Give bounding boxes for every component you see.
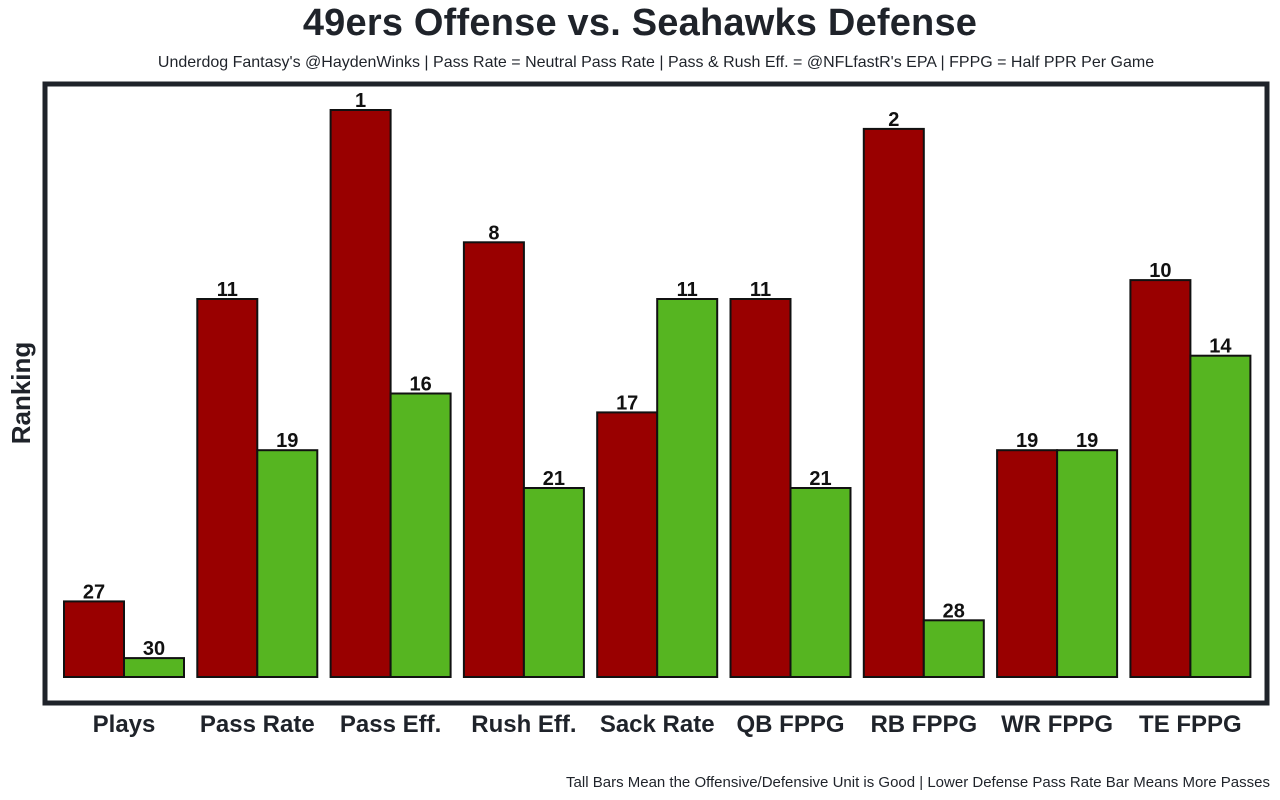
- bar-49ers-offense-4: [462, 241, 525, 679]
- bar-seahawks-defense-7: [922, 619, 985, 678]
- bar-value-label: 21: [809, 468, 831, 490]
- bar-value-label: 16: [409, 374, 431, 396]
- bar-value-label: 19: [1016, 430, 1038, 452]
- bar-value-label: 11: [750, 279, 771, 301]
- bar-value-label: 30: [143, 638, 165, 660]
- chart-subtitle: Underdog Fantasy's @HaydenWinks | Pass R…: [157, 54, 1155, 71]
- bar-value-label: 1: [355, 90, 366, 112]
- bar-value-label: 19: [1076, 430, 1098, 452]
- x-tick-label: QB FPPG: [736, 711, 844, 738]
- bar-49ers-offense-7: [862, 127, 925, 678]
- plot-panel-border: [42, 81, 1270, 706]
- bar-value-label: 11: [677, 279, 698, 301]
- bar-seahawks-defense-1: [123, 657, 185, 678]
- y-axis-label: Ranking: [6, 342, 36, 445]
- bar-seahawks-defense-5: [656, 298, 719, 678]
- bar-49ers-offense-3: [329, 109, 392, 678]
- bar-49ers-offense-1: [63, 600, 125, 679]
- chart-footnote: Tall Bars Mean the Offensive/Defensive U…: [566, 774, 1270, 791]
- x-tick-label: Rush Eff.: [471, 711, 576, 738]
- bar-49ers-offense-8: [996, 449, 1059, 679]
- x-tick-label: Sack Rate: [600, 711, 715, 738]
- bar-49ers-offense-9: [1129, 279, 1192, 678]
- bars-group: 27 30 11 19 1 16 8 21 17 11 11 21 2 28 19 19 10 14: [63, 90, 1252, 679]
- x-tick-label: TE FPPG: [1139, 711, 1242, 738]
- bar-value-label: 8: [488, 222, 499, 244]
- bar-seahawks-defense-2: [256, 449, 319, 679]
- bar-49ers-offense-5: [596, 411, 659, 678]
- x-tick-label: Plays: [93, 711, 156, 738]
- bar-value-label: 27: [83, 581, 105, 603]
- bar-value-label: 21: [543, 468, 565, 490]
- bar-value-label: 17: [616, 392, 638, 414]
- bar-49ers-offense-6: [729, 298, 792, 678]
- bar-seahawks-defense-6: [789, 487, 852, 678]
- x-tick-label: Pass Eff.: [340, 711, 441, 738]
- bar-value-label: 11: [217, 279, 238, 301]
- bar-value-label: 10: [1149, 260, 1171, 282]
- bar-value-label: 14: [1209, 336, 1232, 358]
- x-tick-label: WR FPPG: [1001, 711, 1113, 738]
- chart-title: 49ers Offense vs. Seahawks Defense: [302, 2, 978, 44]
- x-ticks-group: Plays Pass Rate Pass Eff. Rush Eff. Sack Rat…: [93, 711, 1242, 738]
- bar-seahawks-defense-8: [1056, 449, 1119, 679]
- x-tick-label: Pass Rate: [200, 711, 315, 738]
- bar-value-label: 28: [943, 600, 965, 622]
- bar-value-label: 19: [276, 430, 298, 452]
- bar-seahawks-defense-3: [389, 392, 452, 678]
- bar-value-label: 2: [888, 109, 899, 131]
- bar-49ers-offense-2: [196, 298, 259, 678]
- x-tick-label: RB FPPG: [870, 711, 977, 738]
- bar-seahawks-defense-4: [522, 487, 585, 678]
- bar-seahawks-defense-9: [1189, 354, 1252, 678]
